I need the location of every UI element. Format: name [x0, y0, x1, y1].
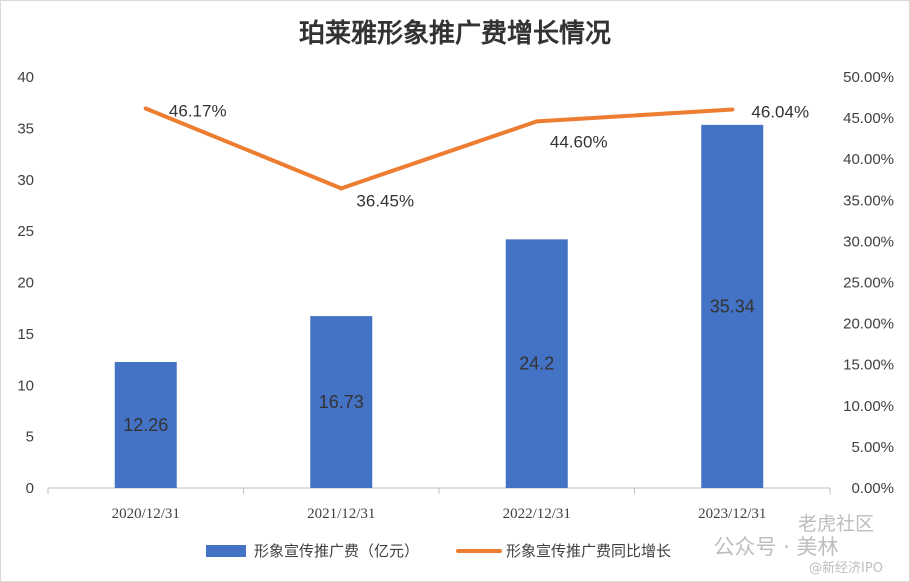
- watermark-top: 老虎社区: [798, 513, 874, 535]
- legend-bar-label: 形象宣传推广费（亿元）: [254, 542, 419, 560]
- line-data-label: 46.17%: [169, 101, 227, 120]
- bar-data-label: 12.26: [123, 415, 168, 435]
- y-left-tick-label: 5: [26, 429, 34, 446]
- line-point: [143, 106, 148, 111]
- legend: 形象宣传推广费（亿元） 形象宣传推广费同比增长: [206, 542, 671, 560]
- growth-line: 46.17% 36.45% 44.60% 46.04%: [143, 101, 809, 210]
- line-data-label: 36.45%: [356, 191, 414, 210]
- bar: [310, 316, 373, 488]
- legend-line-label: 形象宣传推广费同比增长: [506, 542, 671, 560]
- line-data-label: 44.60%: [550, 132, 608, 151]
- bar-data-label: 24.2: [519, 354, 554, 374]
- y-left-tick-label: 15: [17, 326, 34, 343]
- axes: 2020/12/31 2021/12/31 2022/12/31 2023/12/31…: [17, 69, 894, 522]
- bar-data-label: 16.73: [319, 392, 364, 412]
- y-left-tick-label: 35: [17, 120, 34, 137]
- y-right-tick-label: 15.00%: [843, 357, 894, 374]
- bar: [505, 239, 568, 488]
- legend-bar-swatch: [206, 545, 246, 557]
- bars: 12.26 16.73 24.2 35.34: [114, 124, 764, 488]
- y-right-tick-label: 20.00%: [843, 316, 894, 333]
- line-data-label: 46.04%: [751, 103, 809, 122]
- y-right-tick-label: 10.00%: [843, 398, 894, 415]
- y-right-tick-label: 40.00%: [843, 151, 894, 168]
- line-point: [339, 186, 344, 191]
- chart-title: 珀莱雅形象推广费增长情况: [299, 18, 611, 49]
- y-right-tick-label: 35.00%: [843, 192, 894, 209]
- x-tick-label: 2023/12/31: [698, 506, 766, 522]
- growth-line-path: [143, 106, 735, 191]
- x-tick-label: 2020/12/31: [112, 506, 180, 522]
- bar: [114, 362, 177, 488]
- watermark: 老虎社区 公众号 · 美林 @新经济IPO: [713, 513, 882, 576]
- bar: [701, 124, 764, 488]
- y-right-tick-label: 0.00%: [851, 480, 894, 497]
- y-left-tick-label: 10: [17, 377, 34, 394]
- y-left-tick-label: 40: [17, 69, 34, 86]
- y-right-tick-label: 50.00%: [843, 69, 894, 86]
- x-tick-label: 2021/12/31: [307, 506, 375, 522]
- watermark-bottom: @新经济IPO: [809, 560, 883, 576]
- y-right-tick-label: 30.00%: [843, 233, 894, 250]
- y-left-tick-label: 0: [26, 480, 34, 497]
- y-right-tick-label: 5.00%: [851, 439, 894, 456]
- y-right-tick-label: 45.00%: [843, 110, 894, 127]
- y-left-tick-label: 25: [17, 223, 34, 240]
- line-point: [730, 107, 735, 112]
- watermark-middle: 公众号 · 美林: [713, 535, 838, 559]
- y-left-tick-label: 30: [17, 172, 34, 189]
- y-left-tick-label: 20: [17, 275, 34, 292]
- y-right-tick-label: 25.00%: [843, 275, 894, 292]
- line-point: [534, 119, 539, 124]
- x-tick-label: 2022/12/31: [503, 506, 571, 522]
- bar-data-label: 35.34: [710, 296, 755, 316]
